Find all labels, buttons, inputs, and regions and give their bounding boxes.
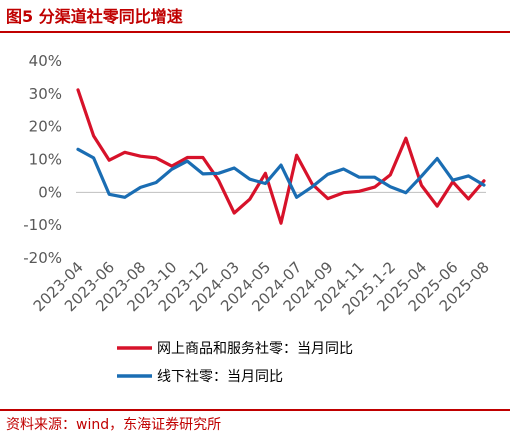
series-line-offline <box>76 147 486 199</box>
source-rule <box>0 409 510 411</box>
y-tick-label: -20% <box>23 249 62 267</box>
y-axis: -20% -10% 0% 10% 20% 30% 40% <box>23 52 62 267</box>
y-tick-label: 40% <box>29 52 62 70</box>
series-line-online <box>76 88 486 225</box>
chart-title: 图5 分渠道社零同比增速 <box>6 7 183 26</box>
y-tick-label: 10% <box>29 151 62 169</box>
series-lines <box>76 88 486 225</box>
legend-label: 线下社零：当月同比 <box>157 369 283 385</box>
y-tick-label: 0% <box>38 183 62 201</box>
y-tick-label: 20% <box>29 118 62 136</box>
x-axis: 2023-042023-062023-082023-102023-122024-… <box>30 191 493 319</box>
legend-label: 网上商品和服务社零：当月同比 <box>157 341 353 357</box>
source-note: 资料来源：wind，东海证券研究所 <box>6 417 222 433</box>
y-tick-label: 30% <box>29 85 62 103</box>
y-tick-label: -10% <box>23 216 62 234</box>
title-rule <box>0 31 510 33</box>
